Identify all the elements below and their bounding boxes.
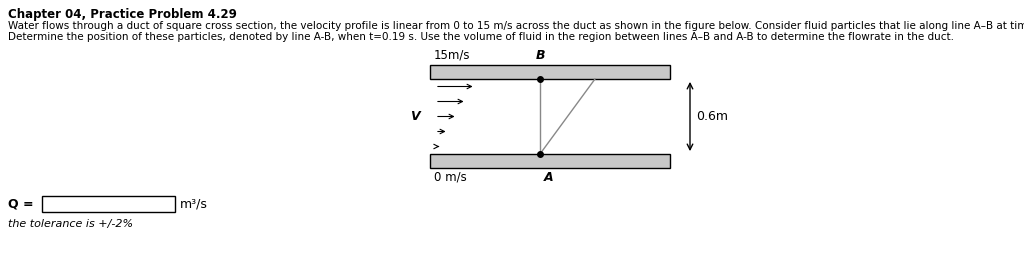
Text: B: B	[536, 49, 545, 62]
Text: 0 m/s: 0 m/s	[434, 171, 467, 184]
Text: 0.6m: 0.6m	[696, 110, 728, 123]
Text: V: V	[411, 110, 420, 123]
Text: Water flows through a duct of square cross section, the velocity profile is line: Water flows through a duct of square cro…	[8, 21, 1024, 31]
Text: Chapter 04, Practice Problem 4.29: Chapter 04, Practice Problem 4.29	[8, 8, 237, 21]
Text: Q =: Q =	[8, 197, 34, 210]
Text: m³/s: m³/s	[180, 197, 208, 210]
Text: 15m/s: 15m/s	[434, 49, 470, 62]
Bar	[430, 65, 670, 79]
Bar	[430, 154, 670, 168]
Text: Determine the position of these particles, denoted by line A-B, when t=0.19 s. U: Determine the position of these particle…	[8, 32, 954, 42]
Bar	[42, 196, 175, 212]
Text: the tolerance is +/-2%: the tolerance is +/-2%	[8, 219, 133, 229]
Text: A: A	[544, 171, 554, 184]
